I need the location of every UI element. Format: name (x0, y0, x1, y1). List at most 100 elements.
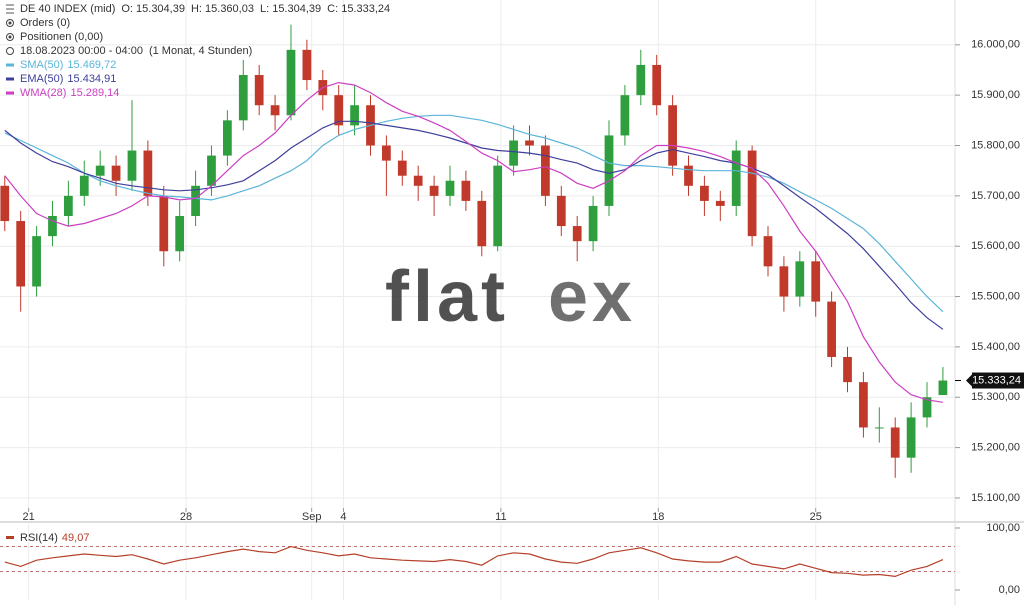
last-price-arrow (966, 374, 972, 387)
candle-body (350, 105, 359, 126)
candle-body (668, 105, 677, 166)
info-icon-dot (8, 35, 12, 39)
y-tick-label: 15.300,00 (971, 391, 1020, 403)
x-tick-label: 18 (652, 511, 664, 523)
y-tick-label: 15.200,00 (971, 442, 1020, 454)
candle-body (652, 64, 662, 106)
watermark: flat ex (385, 257, 636, 337)
info-line: Orders (0) (20, 17, 70, 29)
candle-body (64, 195, 73, 216)
candle-body (159, 195, 169, 252)
candle-body (684, 165, 693, 186)
clock-icon (6, 47, 14, 55)
last-price-box (972, 372, 1024, 389)
candle-body (620, 95, 630, 136)
candle-body (572, 226, 582, 242)
candle-body (906, 417, 916, 458)
candle-body (79, 175, 89, 196)
candle-body (874, 427, 884, 429)
legend-label: WMA(28) 15.289,14 (20, 87, 119, 99)
candle-body (111, 165, 121, 181)
moving-average (4, 81, 943, 403)
candle-body (525, 140, 534, 146)
candle-body (0, 185, 10, 222)
candle-body (811, 261, 821, 302)
legend-name: SMA(50) (20, 59, 63, 71)
candle-body (843, 356, 852, 383)
candle-body (286, 49, 296, 116)
candle-body (556, 195, 566, 227)
legend-name: WMA(28) (20, 87, 66, 99)
legend-name: RSI(14) (20, 532, 58, 544)
legend-name: EMA(50) (20, 73, 63, 85)
instrument-name: DE 40 INDEX (mid) (20, 3, 115, 15)
info-icon (6, 19, 14, 27)
candle-body (509, 140, 518, 166)
candle-body (429, 185, 439, 196)
candle-body (175, 215, 185, 252)
candle-body (270, 105, 280, 116)
x-tick-label: 4 (340, 511, 346, 523)
moving-average (4, 114, 944, 313)
candle-body (938, 380, 948, 396)
legend-value: 49,07 (62, 532, 90, 544)
x-tick-label: Sep (302, 511, 322, 523)
legend-swatch (6, 91, 14, 95)
candle-body (32, 236, 41, 287)
ohlc-label: O: 15.304,39 (121, 3, 185, 15)
y-tick-label: 15.400,00 (971, 341, 1020, 353)
x-tick-label: 25 (810, 511, 822, 523)
candle-body (922, 397, 932, 418)
candle-body (397, 160, 407, 176)
candle-body (445, 180, 455, 196)
y-tick-label: 15.700,00 (971, 190, 1020, 202)
candle-body (795, 261, 805, 297)
candle-body (493, 165, 503, 247)
candle-body (859, 382, 868, 428)
candle-body (127, 150, 137, 181)
y-tick-label: 15.100,00 (971, 492, 1020, 504)
legend-label: EMA(50) 15.434,91 (20, 73, 116, 85)
x-tick-label: 11 (495, 511, 506, 523)
period-line: 18.08.2023 00:00 - 04:00 (1 Monat, 4 Stun… (20, 45, 252, 57)
y-tick-label: 15.500,00 (971, 290, 1020, 302)
period-date: 18.08.2023 00:00 - 04:00 (20, 45, 143, 57)
legend-label: SMA(50) 15.469,72 (20, 59, 116, 71)
menu-icon (6, 4, 14, 14)
x-tick-label: 28 (180, 511, 192, 523)
candle-body (715, 200, 725, 206)
candle-body (382, 145, 391, 161)
legend-value: 15.434,91 (67, 73, 116, 85)
y-tick-label: 15.800,00 (971, 139, 1020, 151)
y-tick-label: 16.000,00 (971, 39, 1020, 51)
candle-body (588, 205, 598, 242)
candle-body (334, 95, 344, 126)
info-line: Positionen (0,00) (20, 31, 103, 43)
y-tick-label: 0,00 (999, 584, 1020, 596)
watermark-ex: ex (548, 257, 636, 337)
candle-body (700, 185, 709, 201)
ohlc-label: C: 15.333,24 (327, 3, 390, 15)
y-tick-label: 15.900,00 (971, 89, 1020, 101)
candle-body (143, 150, 153, 196)
ohlc-label: H: 15.360,03 (191, 3, 254, 15)
watermark-flat: flat (385, 257, 509, 337)
candle-body (890, 427, 900, 458)
candle-body (477, 200, 487, 247)
last-price-label: 15.333,24 (972, 374, 1021, 386)
candle-body (191, 185, 200, 216)
candle-body (223, 120, 232, 156)
candle-body (238, 75, 248, 121)
candle-body (636, 64, 646, 96)
info-icon (6, 33, 14, 41)
legend-value: 15.469,72 (67, 59, 116, 71)
candle-body (413, 175, 423, 186)
candle-body (604, 135, 614, 206)
candle-body (731, 150, 741, 206)
candle-body (95, 165, 105, 176)
period-span: (1 Monat, 4 Stunden) (149, 45, 252, 57)
info-icon-dot (8, 21, 12, 25)
y-tick-label: 100,00 (986, 522, 1020, 534)
